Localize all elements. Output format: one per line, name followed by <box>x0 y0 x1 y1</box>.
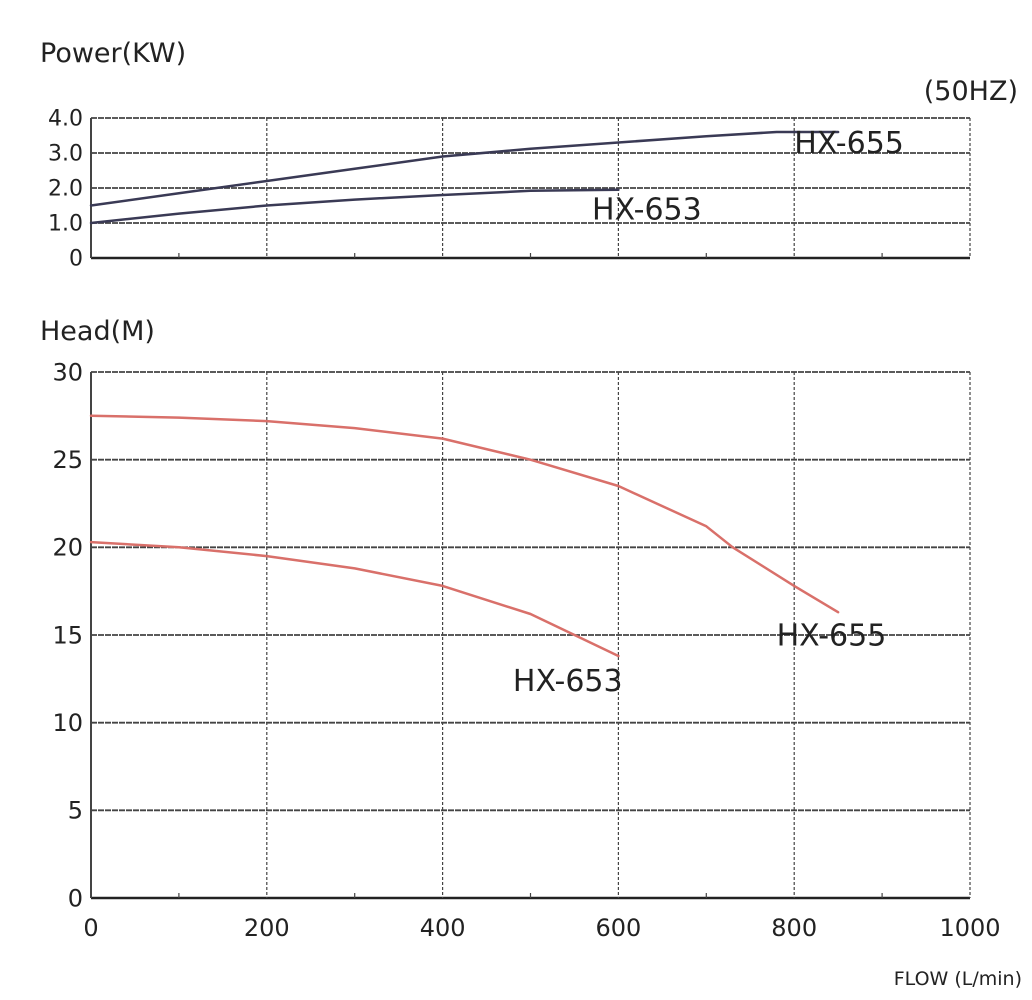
head-plot: 0 5 10 15 20 25 30 0 200 400 600 800 1000 HX-655 HX-65… <box>52 358 1000 942</box>
head-y-tick-label: 0 <box>68 884 83 912</box>
head-chart-title: Head(M) <box>40 316 155 347</box>
power-series-label: HX-653 <box>592 193 702 228</box>
head-x-tick-label: 800 <box>771 914 817 942</box>
power-y-tick-label: 2.0 <box>48 177 83 202</box>
head-y-tick-label: 20 <box>52 534 83 562</box>
head-x-tick-label: 1000 <box>939 914 1000 942</box>
head-x-tick-label: 0 <box>83 914 98 942</box>
power-series-label: HX-655 <box>794 126 904 161</box>
head-series-label: HX-653 <box>513 664 623 699</box>
power-chart-title: Power(KW) <box>40 38 186 69</box>
power-series-hx-653 <box>89 188 620 225</box>
power-plot: 0 1.0 2.0 3.0 4.0 HX-655 HX-653 <box>48 107 971 272</box>
head-series-hx-653 <box>89 540 620 658</box>
head-series-hx-655 <box>89 414 840 614</box>
head-y-tick-label: 25 <box>52 446 83 474</box>
head-y-tick-label: 30 <box>52 358 83 386</box>
head-x-tick-label: 400 <box>420 914 466 942</box>
power-y-tick-label: 4.0 <box>48 107 83 132</box>
x-axis-label: FLOW (L/min) <box>894 968 1022 990</box>
power-series-hx-655 <box>89 130 840 207</box>
head-x-tick-label: 200 <box>244 914 290 942</box>
frequency-note: (50HZ) <box>924 76 1018 107</box>
power-y-tick-label: 1.0 <box>48 212 83 237</box>
head-y-tick-label: 5 <box>68 797 83 825</box>
power-y-tick-label: 0 <box>69 247 83 272</box>
head-y-tick-label: 10 <box>52 709 83 737</box>
head-x-tick-label: 600 <box>595 914 641 942</box>
head-y-tick-label: 15 <box>52 621 83 649</box>
power-y-tick-label: 3.0 <box>48 142 83 167</box>
head-series-label: HX-655 <box>777 619 887 654</box>
